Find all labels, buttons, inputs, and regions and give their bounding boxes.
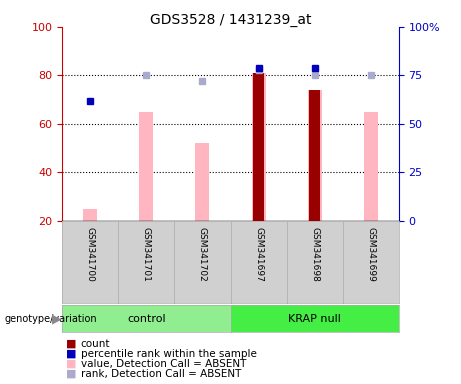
Text: ■: ■ — [66, 359, 77, 369]
Bar — [252, 73, 266, 221]
Bar — [364, 112, 378, 221]
Text: count: count — [81, 339, 110, 349]
Text: ■: ■ — [66, 339, 77, 349]
Text: GSM341699: GSM341699 — [366, 227, 375, 282]
Bar — [307, 90, 322, 221]
Text: value, Detection Call = ABSENT: value, Detection Call = ABSENT — [81, 359, 246, 369]
Text: GSM341698: GSM341698 — [310, 227, 319, 282]
Bar — [195, 143, 209, 221]
Bar — [253, 73, 264, 221]
Text: ■: ■ — [66, 369, 77, 379]
Text: GSM341701: GSM341701 — [142, 227, 151, 282]
Text: genotype/variation: genotype/variation — [5, 314, 97, 324]
Text: control: control — [127, 314, 165, 324]
Text: percentile rank within the sample: percentile rank within the sample — [81, 349, 257, 359]
Text: GSM341700: GSM341700 — [86, 227, 95, 282]
Text: rank, Detection Call = ABSENT: rank, Detection Call = ABSENT — [81, 369, 241, 379]
Bar — [83, 209, 97, 221]
Text: ■: ■ — [66, 349, 77, 359]
Text: GDS3528 / 1431239_at: GDS3528 / 1431239_at — [150, 13, 311, 27]
Bar — [139, 112, 154, 221]
Text: ▶: ▶ — [52, 312, 61, 325]
Text: GSM341697: GSM341697 — [254, 227, 263, 282]
Bar — [309, 90, 320, 221]
Text: GSM341702: GSM341702 — [198, 227, 207, 282]
Text: KRAP null: KRAP null — [288, 314, 341, 324]
